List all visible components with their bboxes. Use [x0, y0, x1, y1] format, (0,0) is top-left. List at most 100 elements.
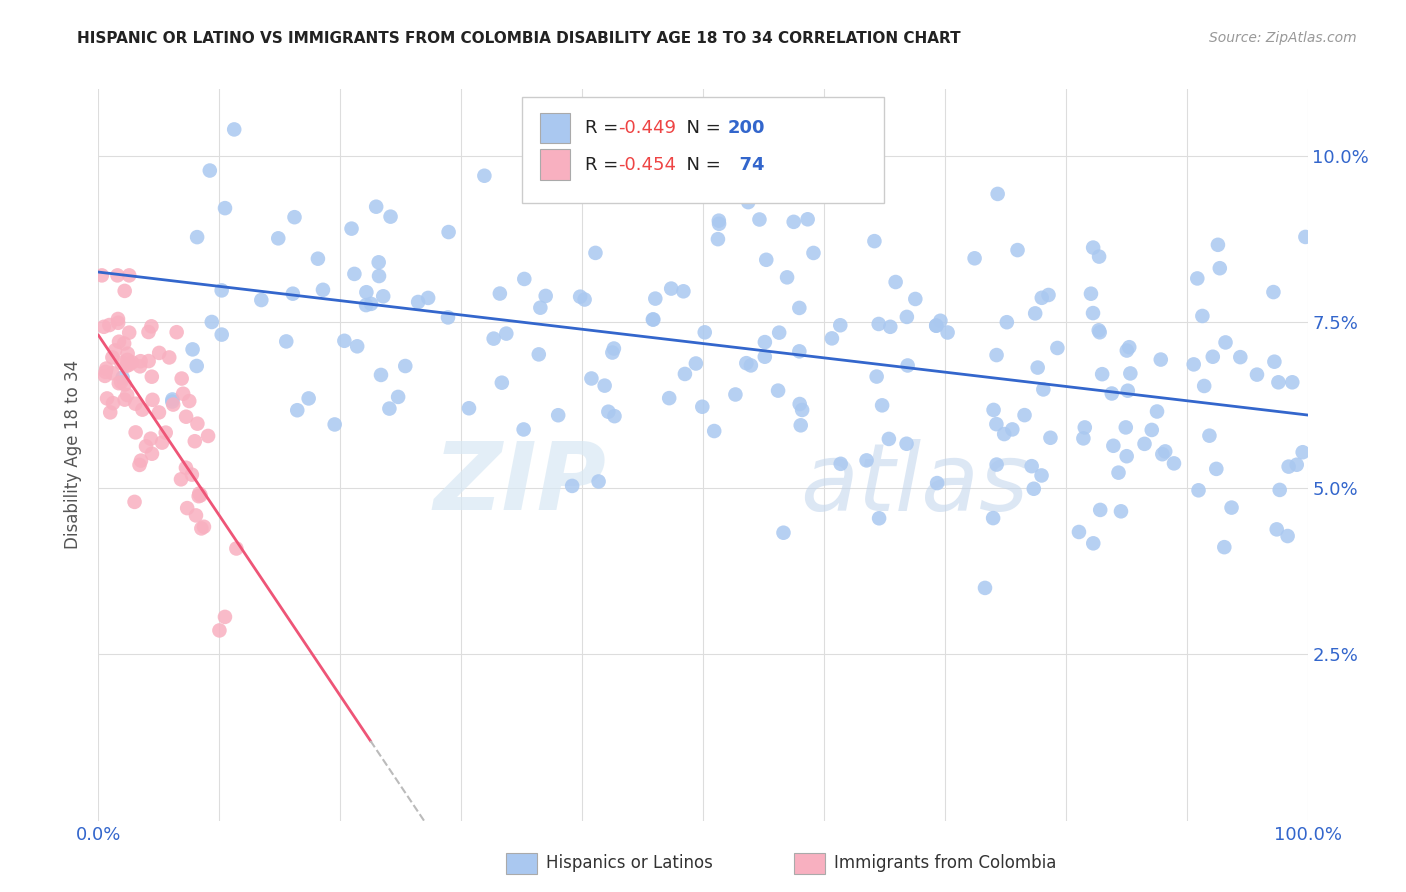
Point — [1022, 482, 1045, 496]
Point — [112, 336, 135, 351]
Point — [225, 541, 247, 556]
Text: Immigrants from Colombia: Immigrants from Colombia — [834, 855, 1056, 872]
Point — [394, 359, 416, 373]
Point — [534, 289, 557, 303]
Point — [768, 326, 790, 340]
Point — [107, 268, 129, 283]
Point — [963, 252, 986, 266]
Point — [986, 417, 1008, 432]
Point — [821, 331, 844, 345]
Point — [1088, 326, 1111, 340]
Point — [474, 169, 496, 183]
Point — [114, 392, 136, 407]
Point — [174, 409, 197, 424]
Text: N =: N = — [675, 155, 727, 174]
Point — [1108, 466, 1130, 480]
Point — [114, 284, 136, 298]
Point — [1246, 368, 1268, 382]
Point — [789, 344, 811, 359]
Point — [1267, 376, 1289, 390]
Point — [224, 122, 246, 136]
Point — [1294, 230, 1316, 244]
Point — [803, 246, 825, 260]
Point — [1202, 350, 1225, 364]
Point — [603, 342, 626, 356]
Point — [184, 508, 207, 523]
Point — [307, 252, 329, 266]
Point — [993, 427, 1015, 442]
Point — [879, 319, 901, 334]
Point — [896, 436, 918, 450]
Point — [370, 368, 392, 382]
Point — [641, 312, 664, 326]
Point — [1026, 360, 1049, 375]
Point — [1088, 250, 1111, 264]
Point — [360, 297, 382, 311]
Point — [197, 429, 219, 443]
Point — [312, 283, 335, 297]
Point — [585, 246, 607, 260]
Point — [1081, 306, 1104, 320]
Point — [986, 458, 1008, 472]
Point — [93, 319, 115, 334]
Point — [1038, 288, 1060, 302]
Point — [569, 290, 592, 304]
Point — [1133, 437, 1156, 451]
Point — [513, 272, 536, 286]
Point — [356, 285, 378, 300]
Point — [141, 369, 163, 384]
Point — [1215, 335, 1237, 350]
Point — [129, 354, 152, 368]
Point — [1229, 350, 1251, 364]
Point — [98, 318, 121, 332]
Point — [1206, 237, 1229, 252]
Point — [107, 316, 129, 330]
Point — [406, 295, 429, 310]
Point — [148, 346, 170, 360]
Point — [124, 425, 146, 440]
Point — [581, 371, 603, 385]
Point — [180, 467, 202, 482]
Point — [114, 377, 136, 392]
Point — [186, 230, 208, 244]
Point — [1187, 483, 1209, 498]
Point — [1115, 420, 1137, 434]
Point — [211, 284, 233, 298]
Point — [925, 318, 948, 333]
Point — [387, 390, 409, 404]
Point — [1220, 500, 1243, 515]
Point — [830, 318, 852, 333]
FancyBboxPatch shape — [540, 149, 569, 180]
Point — [995, 315, 1018, 329]
Point — [927, 476, 949, 491]
Point — [1265, 522, 1288, 536]
Point — [690, 400, 713, 414]
Point — [437, 225, 460, 239]
Point — [186, 417, 208, 431]
Point — [772, 525, 794, 540]
Point — [139, 432, 162, 446]
Point — [512, 422, 534, 436]
Point — [529, 301, 551, 315]
Point — [124, 397, 146, 411]
Point — [108, 334, 131, 349]
Point — [863, 234, 886, 248]
Point — [179, 394, 201, 409]
Point — [561, 479, 583, 493]
Point — [141, 392, 163, 407]
Point — [276, 334, 298, 349]
Point — [1278, 459, 1301, 474]
Point — [830, 457, 852, 471]
Point — [367, 255, 389, 269]
Point — [1091, 367, 1114, 381]
Point — [1277, 529, 1299, 543]
Point — [1031, 291, 1053, 305]
Point — [673, 367, 696, 381]
Point — [354, 298, 377, 312]
Point — [776, 270, 799, 285]
Point — [170, 371, 193, 385]
Point — [1292, 445, 1315, 459]
Point — [298, 392, 321, 406]
Point — [748, 212, 770, 227]
Point — [96, 361, 118, 376]
